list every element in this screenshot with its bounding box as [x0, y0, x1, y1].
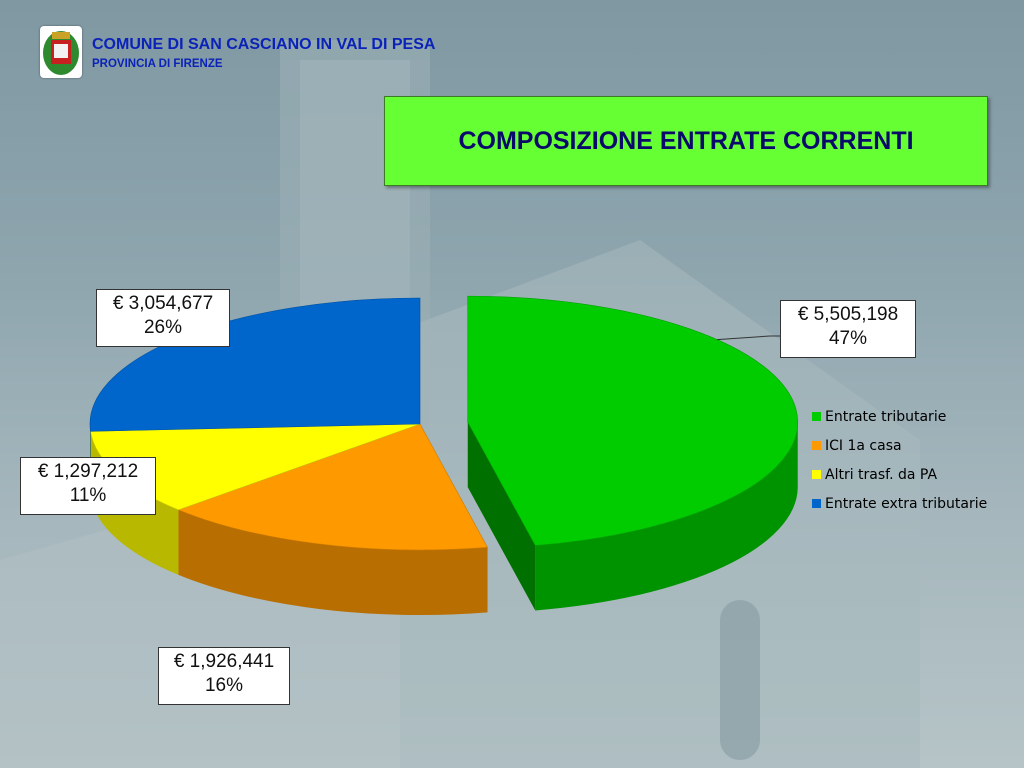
chart-title: COMPOSIZIONE ENTRATE CORRENTI [458, 126, 914, 155]
data-label-ici-1a-casa: € 1,926,441 16% [158, 647, 290, 705]
label-leader-line [717, 335, 780, 341]
pie-side-1 [178, 509, 488, 615]
value-label: € 1,297,212 [37, 461, 139, 482]
pie-cut-face [467, 422, 536, 611]
legend-item: Entrate extra tributarie [812, 489, 987, 518]
percent-label: 26% [143, 317, 183, 338]
legend-item: Entrate tributarie [812, 402, 987, 431]
comune-name: COMUNE DI SAN CASCIANO IN VAL DI PESA [92, 36, 436, 53]
value-label: € 3,054,677 [112, 293, 214, 314]
percent-label: 11% [69, 485, 107, 506]
legend-swatch [812, 499, 821, 508]
legend-label: Altri trasf. da PA [825, 466, 938, 483]
pie-slice [177, 423, 489, 551]
legend-swatch [812, 470, 821, 479]
percent-label: 47% [828, 328, 868, 349]
value-label: € 1,926,441 [173, 651, 275, 672]
legend-item: Altri trasf. da PA [812, 460, 987, 489]
legend-swatch [812, 441, 821, 450]
legend-swatch [812, 412, 821, 421]
pie-side-0 [535, 422, 798, 611]
chart-legend: Entrate tributarie ICI 1a casa Altri tra… [812, 402, 987, 518]
pie-slice [467, 295, 799, 546]
data-label-altri-trasf: € 1,297,212 11% [20, 457, 156, 515]
chart-title-box: COMPOSIZIONE ENTRATE CORRENTI [384, 96, 988, 186]
data-label-entrate-tributarie: € 5,505,198 47% [780, 300, 916, 358]
legend-label: Entrate tributarie [825, 408, 947, 425]
percent-label: 16% [204, 675, 244, 696]
legend-item: ICI 1a casa [812, 431, 987, 460]
data-label-entrate-extra: € 3,054,677 26% [96, 289, 230, 347]
municipal-crest-logo [40, 26, 82, 78]
provincia-name: PROVINCIA DI FIRENZE [92, 58, 223, 70]
legend-label: ICI 1a casa [825, 437, 902, 454]
legend-label: Entrate extra tributarie [825, 495, 988, 512]
value-label: € 5,505,198 [797, 304, 899, 325]
